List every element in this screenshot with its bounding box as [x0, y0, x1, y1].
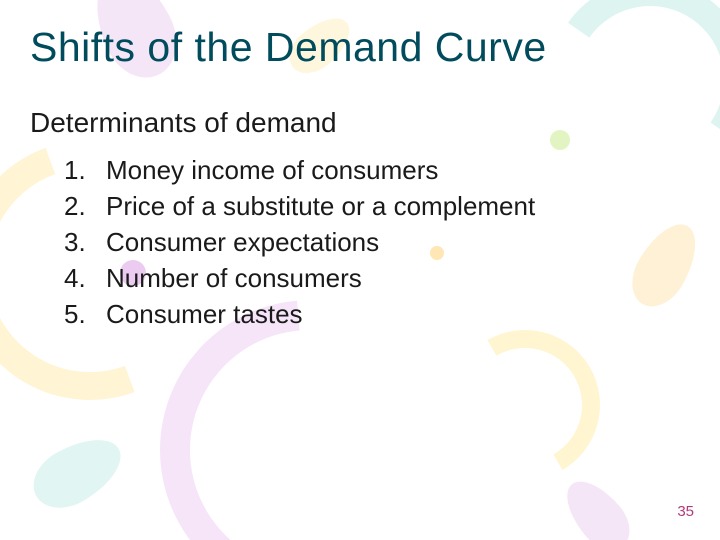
- slide-subtitle: Determinants of demand: [30, 107, 690, 139]
- petal-decoration: [23, 425, 133, 520]
- list-text: Consumer tastes: [106, 297, 303, 333]
- list-item: 3. Consumer expectations: [64, 225, 690, 261]
- swirl-decoration: [433, 313, 617, 497]
- list-text: Money income of consumers: [106, 153, 438, 189]
- slide-title: Shifts of the Demand Curve: [30, 24, 690, 71]
- petal-decoration: [555, 470, 641, 540]
- list-text: Number of consumers: [106, 261, 362, 297]
- list-number: 3.: [64, 225, 106, 261]
- slide-content: Shifts of the Demand Curve Determinants …: [0, 0, 720, 332]
- list-item: 4. Number of consumers: [64, 261, 690, 297]
- list-text: Price of a substitute or a complement: [106, 189, 535, 225]
- page-number: 35: [677, 503, 694, 520]
- list-text: Consumer expectations: [106, 225, 379, 261]
- list-number: 2.: [64, 189, 106, 225]
- list-item: 1. Money income of consumers: [64, 153, 690, 189]
- list-item: 2. Price of a substitute or a complement: [64, 189, 690, 225]
- list-number: 1.: [64, 153, 106, 189]
- list-number: 4.: [64, 261, 106, 297]
- determinants-list: 1. Money income of consumers 2. Price of…: [30, 153, 690, 332]
- list-item: 5. Consumer tastes: [64, 297, 690, 333]
- list-number: 5.: [64, 297, 106, 333]
